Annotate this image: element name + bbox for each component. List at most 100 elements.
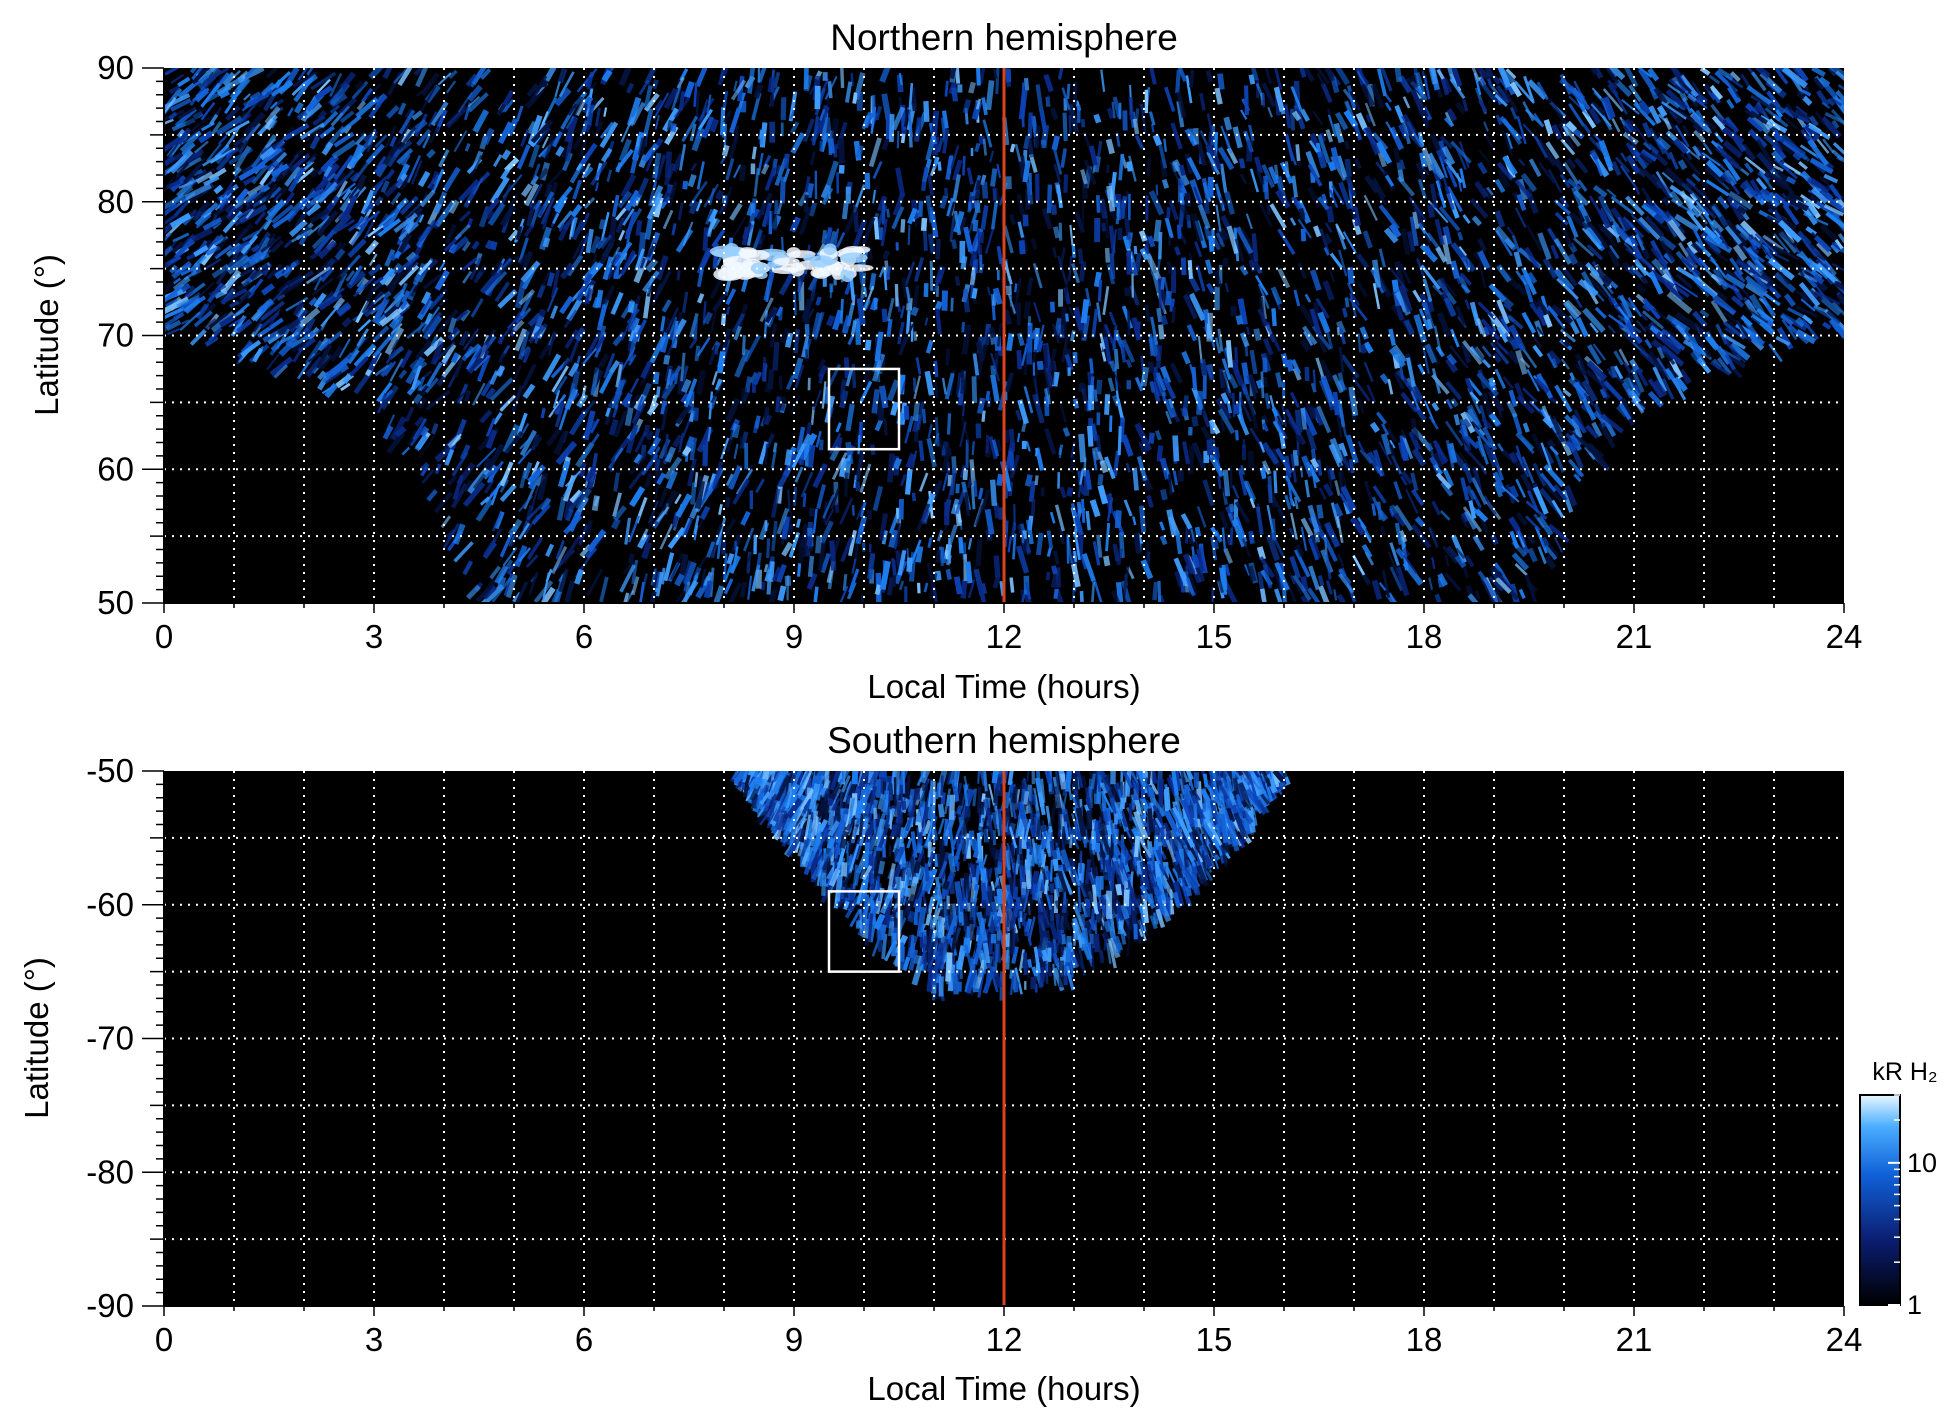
northern-emission-streak	[1559, 222, 1574, 249]
northern-emission-streak	[1199, 92, 1206, 111]
northern-emission-streak	[1536, 326, 1544, 336]
northern-emission-streak	[314, 180, 326, 192]
northern-emission-streak	[763, 414, 773, 426]
northern-emission-streak	[975, 179, 982, 192]
northern-emission-streak	[1641, 202, 1657, 218]
northern-emission-streak	[1191, 441, 1207, 470]
northern-emission-streak	[1829, 317, 1844, 339]
northern-emission-streak	[1409, 216, 1419, 247]
northern-emission-streak	[1385, 121, 1397, 139]
northern-emission-streak	[1461, 343, 1472, 364]
northern-emission-streak	[906, 107, 914, 138]
northern-emission-streak	[1076, 535, 1084, 556]
northern-emission-streak	[586, 520, 593, 535]
northern-emission-streak	[1262, 422, 1269, 432]
northern-emission-streak	[1329, 437, 1344, 463]
northern-emission-streak	[1083, 457, 1087, 477]
northern-emission-streak	[1070, 563, 1081, 588]
northern-emission-streak	[1522, 101, 1535, 122]
northern-emission-streak	[523, 224, 535, 237]
northern-emission-streak	[1378, 441, 1393, 466]
northern-emission-streak	[766, 573, 772, 595]
northern-emission-streak	[1246, 140, 1253, 162]
northern-emission-streak	[1080, 169, 1088, 185]
northern-emission-streak	[1828, 68, 1844, 79]
northern-emission-streak	[168, 85, 180, 95]
northern-emission-streak	[723, 109, 733, 124]
northern-emission-streak	[907, 225, 911, 246]
northern-emission-streak	[536, 205, 545, 217]
northern-emission-streak	[424, 312, 433, 325]
northern-emission-streak	[671, 85, 682, 111]
northern-emission-streak	[711, 229, 726, 248]
northern-emission-streak	[1003, 225, 1014, 254]
northern-emission-streak	[567, 103, 578, 116]
northern-emission-streak	[164, 68, 181, 77]
northern-emission-streak	[220, 269, 242, 295]
northern-emission-streak	[299, 122, 325, 141]
northern-emission-streak	[646, 192, 664, 220]
northern-emission-streak	[1176, 91, 1187, 119]
northern-emission-streak	[1393, 504, 1414, 532]
northern-emission-streak	[1622, 377, 1641, 399]
northern-emission-streak	[673, 372, 679, 385]
northern-emission-streak	[1810, 186, 1829, 205]
northern-emission-streak	[485, 387, 496, 400]
northern-emission-streak	[1161, 178, 1170, 189]
northern-emission-streak	[202, 217, 223, 231]
northern-emission-streak	[1514, 563, 1528, 576]
northern-emission-streak	[518, 495, 533, 513]
northern-emission-streak	[1277, 267, 1291, 289]
northern-emission-streak	[1305, 427, 1317, 452]
northern-emission-streak	[470, 154, 483, 178]
northern-emission-streak	[1811, 68, 1826, 78]
northern-emission-streak	[1519, 472, 1533, 491]
northern-emission-streak	[1569, 372, 1576, 381]
northern-emission-streak	[1196, 506, 1207, 528]
northern-emission-streak	[260, 82, 275, 96]
northern-emission-streak	[275, 328, 291, 350]
northern-emission-streak	[620, 299, 635, 319]
northern-emission-streak	[1027, 139, 1035, 158]
northern-emission-streak	[1294, 409, 1303, 433]
northern-emission-streak	[729, 202, 743, 221]
northern-emission-streak	[1818, 76, 1831, 88]
northern-emission-streak	[1584, 446, 1596, 461]
northern-emission-streak	[725, 288, 737, 306]
northern-emission-streak	[1119, 417, 1125, 443]
northern-emission-streak	[229, 76, 251, 101]
northern-emission-streak	[1673, 84, 1686, 95]
northern-emission-streak	[1816, 240, 1833, 258]
northern-emission-streak	[856, 298, 866, 326]
northern-emission-streak	[426, 361, 443, 387]
northern-emission-streak	[1410, 88, 1428, 117]
northern-emission-streak	[1096, 534, 1103, 558]
northern-emission-streak	[1393, 481, 1403, 500]
northern-emission-streak	[557, 210, 573, 229]
northern-emission-streak	[221, 71, 237, 87]
northern-emission-streak	[1226, 588, 1239, 603]
northern-emission-streak	[861, 217, 876, 245]
northern-emission-streak	[1515, 511, 1529, 527]
northern-emission-streak	[817, 542, 826, 571]
northern-emission-streak	[1476, 435, 1489, 465]
northern-emission-streak	[1820, 116, 1842, 139]
northern-emission-streak	[1808, 124, 1831, 140]
northern-emission-streak	[164, 232, 172, 243]
northern-emission-streak	[1834, 238, 1844, 250]
northern-emission-streak	[244, 68, 257, 79]
northern-emission-streak	[652, 570, 661, 589]
northern-emission-streak	[898, 336, 908, 356]
northern-emission-streak	[1220, 371, 1229, 392]
northern-emission-streak	[757, 130, 763, 140]
northern-emission-streak	[719, 68, 725, 80]
northern-emission-streak	[293, 327, 310, 342]
northern-emission-streak	[164, 118, 174, 125]
northern-emission-streak	[171, 260, 193, 280]
northern-emission-streak	[528, 571, 539, 595]
northern-emission-streak	[1014, 283, 1018, 293]
northern-emission-streak	[998, 507, 1005, 520]
northern-emission-streak	[615, 217, 626, 234]
northern-emission-streak	[660, 400, 668, 415]
northern-emission-streak	[1104, 456, 1116, 480]
